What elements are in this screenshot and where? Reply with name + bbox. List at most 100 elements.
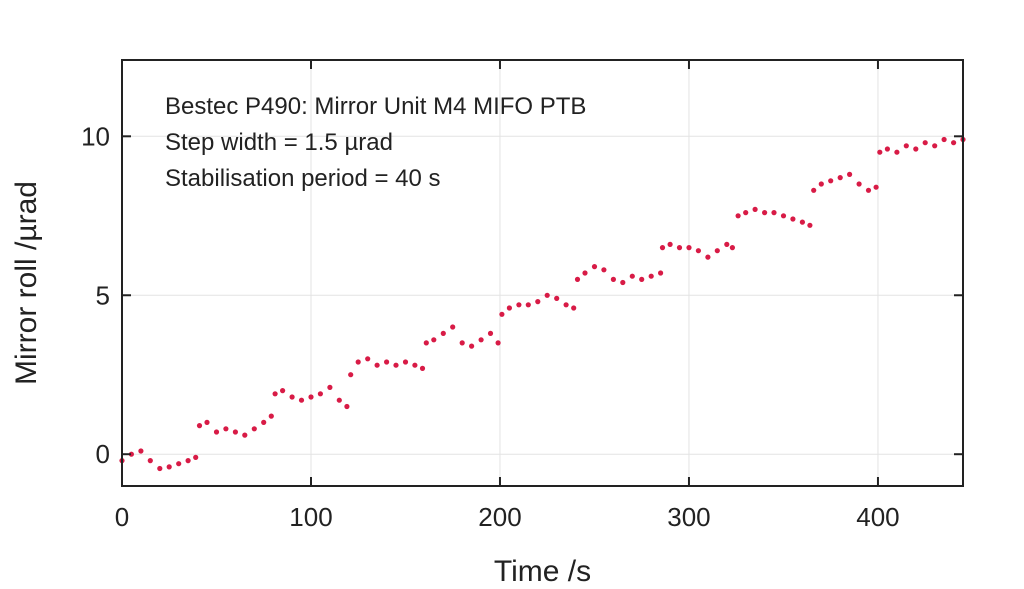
data-point bbox=[176, 461, 182, 467]
data-point bbox=[138, 448, 144, 454]
x-tick-label: 200 bbox=[478, 502, 521, 532]
data-point bbox=[384, 359, 390, 365]
x-tick-label: 300 bbox=[667, 502, 710, 532]
data-point bbox=[695, 248, 702, 254]
data-point bbox=[478, 337, 484, 343]
data-point bbox=[280, 388, 286, 394]
data-point bbox=[856, 181, 862, 187]
data-point bbox=[884, 146, 891, 152]
data-point bbox=[289, 394, 295, 400]
data-point bbox=[469, 343, 475, 349]
data-point bbox=[620, 279, 626, 286]
data-point bbox=[495, 340, 501, 346]
data-point bbox=[818, 181, 824, 187]
data-point bbox=[629, 273, 635, 279]
y-tick-label: 10 bbox=[81, 121, 110, 151]
data-point bbox=[355, 359, 361, 365]
data-point bbox=[298, 397, 305, 403]
data-point bbox=[393, 362, 399, 368]
data-point bbox=[941, 136, 947, 143]
y-tick-label: 0 bbox=[96, 439, 110, 469]
data-point bbox=[336, 397, 342, 403]
data-point bbox=[419, 365, 426, 371]
data-point bbox=[308, 394, 314, 400]
data-point bbox=[261, 419, 267, 425]
data-point bbox=[743, 210, 749, 216]
data-point bbox=[847, 171, 853, 177]
data-point bbox=[571, 305, 577, 311]
data-point bbox=[365, 356, 371, 362]
data-point bbox=[951, 140, 957, 146]
data-point bbox=[811, 187, 817, 193]
data-point bbox=[317, 391, 323, 397]
data-point bbox=[591, 264, 598, 270]
data-point bbox=[128, 451, 134, 457]
y-tick-label: 5 bbox=[96, 280, 110, 310]
data-point bbox=[193, 454, 199, 460]
data-point bbox=[506, 305, 512, 311]
data-point bbox=[147, 458, 153, 464]
data-point bbox=[790, 216, 796, 222]
data-point bbox=[903, 143, 909, 149]
data-point bbox=[601, 267, 607, 273]
x-tick-label: 0 bbox=[115, 502, 129, 532]
data-point bbox=[166, 464, 172, 470]
data-point bbox=[499, 311, 505, 317]
data-point bbox=[837, 175, 843, 181]
data-point bbox=[423, 340, 429, 346]
data-point bbox=[828, 178, 834, 184]
data-point bbox=[610, 276, 617, 282]
data-point bbox=[780, 213, 787, 219]
grid-lines bbox=[121, 60, 963, 486]
data-point bbox=[648, 273, 654, 279]
data-point bbox=[865, 187, 872, 193]
data-point bbox=[440, 330, 446, 336]
data-point bbox=[487, 330, 494, 336]
data-point bbox=[658, 270, 664, 276]
annotation-title: Bestec P490: Mirror Unit M4 MIFO PTB bbox=[165, 93, 586, 120]
data-point bbox=[729, 245, 736, 251]
data-point bbox=[771, 210, 777, 216]
x-tick-label: 100 bbox=[289, 502, 332, 532]
data-point bbox=[932, 143, 938, 149]
data-point bbox=[873, 184, 879, 190]
data-point bbox=[659, 245, 666, 251]
data-point bbox=[242, 432, 248, 438]
data-point bbox=[799, 219, 806, 225]
y-axis-title: Mirror roll /µrad bbox=[10, 181, 43, 385]
data-point bbox=[450, 324, 456, 330]
data-point bbox=[196, 423, 203, 429]
data-point bbox=[762, 210, 768, 216]
data-point bbox=[554, 295, 560, 301]
data-point bbox=[374, 362, 380, 368]
data-point bbox=[272, 391, 278, 397]
annotation-stabilisation-period: Stabilisation period = 40 s bbox=[165, 165, 441, 192]
data-point bbox=[667, 241, 673, 247]
axis-ticks: 0 100 200 300 400 0 5 10 bbox=[81, 60, 963, 532]
data-point bbox=[402, 359, 409, 365]
data-point bbox=[574, 276, 581, 282]
data-point bbox=[894, 149, 900, 155]
data-point bbox=[686, 245, 692, 251]
data-point bbox=[204, 419, 210, 425]
data-point bbox=[877, 149, 883, 155]
data-point bbox=[563, 302, 569, 308]
data-point bbox=[922, 140, 928, 146]
data-points bbox=[119, 136, 966, 472]
data-point bbox=[913, 146, 919, 152]
data-point bbox=[582, 270, 588, 276]
data-point bbox=[213, 429, 220, 435]
data-point bbox=[724, 241, 730, 247]
data-point bbox=[459, 340, 465, 346]
data-point bbox=[535, 299, 541, 305]
data-point bbox=[639, 276, 645, 282]
data-point bbox=[714, 248, 720, 254]
data-point bbox=[185, 458, 191, 464]
data-point bbox=[344, 403, 350, 410]
data-point bbox=[232, 429, 238, 435]
data-point bbox=[223, 426, 229, 432]
data-point bbox=[676, 245, 683, 251]
data-point bbox=[525, 302, 531, 308]
data-point bbox=[705, 254, 711, 260]
